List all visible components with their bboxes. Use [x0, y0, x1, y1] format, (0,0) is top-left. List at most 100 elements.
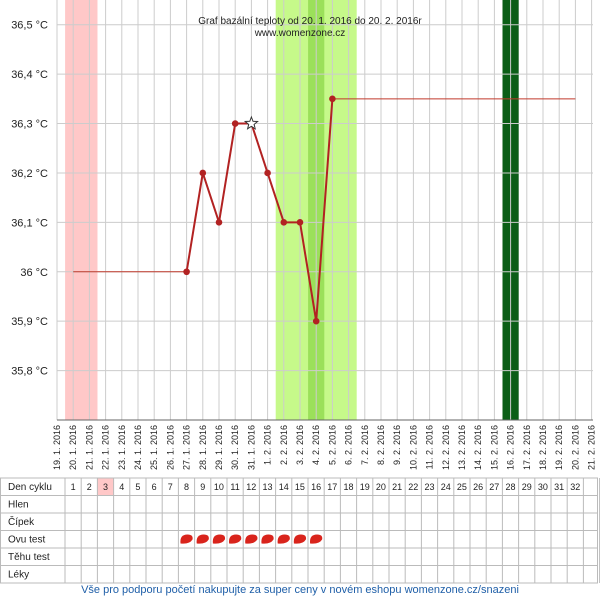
x-tick-label: 10. 2. 2016 [408, 425, 418, 470]
day-number: 16 [311, 482, 321, 492]
y-tick-label: 36,5 °C [11, 20, 48, 32]
day-number: 19 [360, 482, 370, 492]
row-label: Léky [8, 570, 29, 581]
x-tick-label: 26. 1. 2016 [165, 425, 175, 470]
x-tick-label: 7. 2. 2016 [360, 425, 370, 465]
x-tick-label: 18. 2. 2016 [538, 425, 548, 470]
ovu-test-icon [228, 534, 242, 544]
day-number: 26 [473, 482, 483, 492]
band [65, 0, 98, 420]
x-tick-label: 31. 1. 2016 [246, 425, 256, 470]
day-number: 17 [327, 482, 337, 492]
x-tick-label: 14. 2. 2016 [473, 425, 483, 470]
y-tick-label: 35,9 °C [11, 316, 48, 328]
day-number: 22 [408, 482, 418, 492]
ovu-test-icon [180, 534, 193, 544]
x-tick-label: 27. 1. 2016 [182, 425, 192, 470]
x-tick-label: 19. 1. 2016 [52, 425, 62, 470]
x-tick-label: 24. 1. 2016 [133, 425, 143, 470]
row-label: Těhu test [8, 552, 50, 563]
x-tick-label: 2. 2. 2016 [279, 425, 289, 465]
day-number: 13 [262, 482, 272, 492]
marker [280, 219, 288, 226]
day-number: 11 [230, 482, 239, 492]
day-number: 2 [87, 482, 92, 492]
y-tick-label: 36,1 °C [11, 217, 48, 229]
star-marker [243, 115, 259, 130]
highlight-cell [97, 478, 114, 496]
day-number: 8 [184, 482, 189, 492]
x-tick-label: 5. 2. 2016 [327, 425, 337, 465]
day-number: 7 [168, 482, 173, 492]
x-tick-label: 30. 1. 2016 [230, 425, 240, 470]
footer: Vše pro podporu početí nakupujte za supe… [81, 584, 519, 596]
marker [183, 268, 190, 276]
ovu-test-icon [293, 534, 307, 544]
x-tick-label: 1. 2. 2016 [263, 425, 273, 465]
marker [215, 219, 223, 226]
y-tick-label: 36,2 °C [11, 168, 48, 180]
day-number: 31 [554, 482, 564, 492]
day-number: 30 [538, 482, 548, 492]
day-number: 14 [279, 482, 289, 492]
x-tick-label: 4. 2. 2016 [311, 425, 321, 465]
day-number: 21 [392, 482, 402, 492]
x-tick-label: 25. 1. 2016 [149, 425, 159, 470]
day-number: 23 [424, 482, 434, 492]
x-tick-label: 23. 1. 2016 [117, 425, 127, 470]
chart-subtitle: www.womenzone.cz [254, 28, 346, 39]
marker [296, 219, 304, 226]
day-number: 3 [103, 482, 108, 492]
day-number: 27 [489, 482, 499, 492]
day-number: 4 [119, 482, 124, 492]
ovu-test-icon [212, 534, 226, 544]
marker [264, 169, 271, 177]
x-tick-label: 19. 2. 2016 [554, 425, 564, 470]
y-tick-label: 36 °C [20, 267, 48, 279]
x-tick-label: 22. 1. 2016 [101, 425, 111, 470]
day-number: 29 [522, 482, 532, 492]
x-tick-label: 9. 2. 2016 [392, 425, 402, 465]
x-tick-label: 28. 1. 2016 [198, 425, 208, 470]
x-tick-label: 12. 2. 2016 [441, 425, 451, 470]
day-number: 9 [200, 482, 205, 492]
y-tick-label: 36,4 °C [11, 69, 48, 81]
y-tick-label: 35,8 °C [11, 366, 48, 378]
row-label: Den cyklu [8, 482, 52, 493]
ovu-test-icon [261, 534, 274, 544]
row-label: Hlen [8, 500, 29, 511]
day-number: 24 [441, 482, 451, 492]
x-tick-label: 15. 2. 2016 [489, 425, 499, 470]
x-tick-label: 8. 2. 2016 [376, 425, 386, 465]
day-number: 10 [214, 482, 224, 492]
x-tick-label: 6. 2. 2016 [344, 425, 354, 465]
x-tick-label: 20. 1. 2016 [68, 425, 78, 470]
day-number: 32 [570, 482, 580, 492]
x-tick-label: 20. 2. 2016 [570, 425, 580, 470]
day-number: 5 [135, 482, 140, 492]
day-number: 15 [295, 482, 305, 492]
chart-title: Graf bazální teploty od 20. 1. 2016 do 2… [198, 16, 422, 27]
ovu-test-icon [309, 534, 323, 544]
x-tick-label: 21. 2. 2016 [587, 425, 597, 470]
day-number: 25 [457, 482, 467, 492]
x-tick-label: 17. 2. 2016 [522, 425, 532, 470]
day-number: 28 [505, 482, 515, 492]
x-tick-label: 16. 2. 2016 [506, 425, 516, 470]
x-tick-label: 3. 2. 2016 [295, 425, 305, 465]
x-tick-label: 13. 2. 2016 [457, 425, 467, 470]
day-number: 6 [152, 482, 157, 492]
line [185, 98, 334, 322]
ovu-test-icon [277, 534, 290, 544]
day-number: 18 [343, 482, 353, 492]
ovu-test-icon [245, 534, 258, 544]
y-tick-label: 36,3 °C [11, 119, 48, 131]
marker [312, 317, 320, 325]
marker [329, 95, 336, 103]
row-label: Ovu test [8, 535, 45, 546]
row-label: Čípek [8, 515, 35, 528]
day-number: 20 [376, 482, 386, 492]
day-number: 12 [246, 482, 256, 492]
marker [231, 120, 239, 127]
